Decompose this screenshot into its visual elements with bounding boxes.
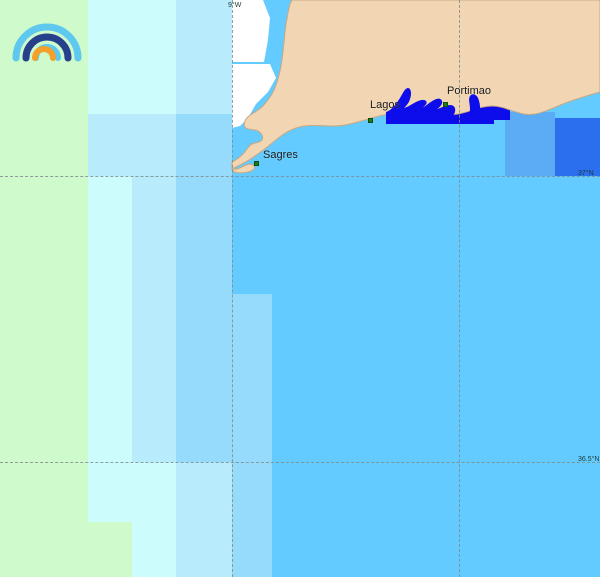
nearshore-darkblue-band <box>386 88 484 120</box>
city-dot-icon <box>443 102 448 107</box>
city-label: Sagres <box>263 149 298 161</box>
contour-cell <box>232 176 272 294</box>
contour-cell <box>132 176 176 462</box>
nearshore-darkblue-main <box>386 117 494 124</box>
contour-cell <box>0 462 88 577</box>
city-label: Portimao <box>447 85 492 97</box>
contour-cell <box>232 294 272 344</box>
contour-cell <box>555 118 600 176</box>
contour-cell <box>88 114 176 176</box>
gridline-longitude <box>232 0 233 577</box>
city-label: Lagos <box>370 99 400 111</box>
rainbow-logo-icon[interactable] <box>8 10 86 62</box>
longitude-label: 9°W <box>228 2 242 9</box>
latitude-label: 36.5°N <box>578 456 600 463</box>
nodata-region <box>232 64 276 128</box>
rainbow-arc-inner-orange <box>32 46 56 61</box>
contour-cell <box>88 0 132 114</box>
contour-cell <box>88 462 132 522</box>
contour-cell <box>176 462 232 577</box>
contour-cell <box>132 462 176 577</box>
contour-cell <box>132 0 176 114</box>
contour-cell <box>176 114 232 176</box>
city-dot-icon <box>368 118 373 123</box>
rainbow-arc-middle <box>22 33 72 62</box>
latitude-label: 37°N <box>578 170 594 177</box>
rainbow-arc-outer <box>12 23 82 62</box>
gridline-latitude <box>0 176 600 177</box>
gridline-longitude <box>459 0 460 577</box>
nodata-region-2 <box>232 0 270 62</box>
contour-cell <box>88 522 132 577</box>
contour-cell <box>176 176 232 462</box>
contour-cell <box>0 0 88 8</box>
gridline-latitude <box>0 462 600 463</box>
cape-st-vincent <box>230 163 255 174</box>
contour-cell <box>176 0 232 114</box>
city-dot-icon <box>254 161 259 166</box>
contour-cell <box>272 176 600 577</box>
contour-cell <box>88 176 132 462</box>
contour-cell <box>505 112 555 176</box>
